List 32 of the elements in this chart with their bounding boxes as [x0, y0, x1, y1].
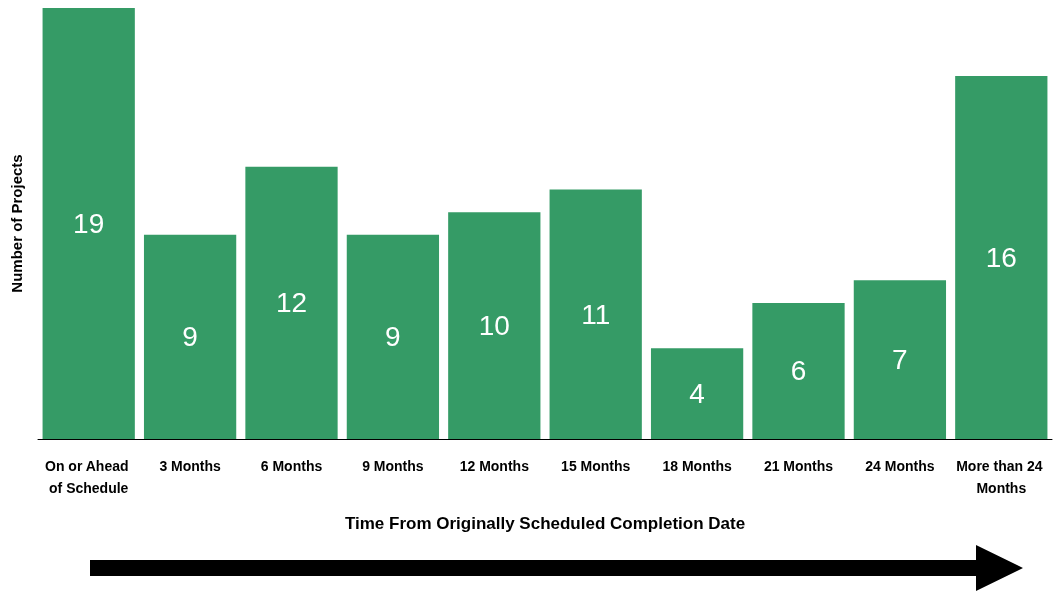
data-label: 16 — [985, 242, 1017, 274]
data-label: 10 — [478, 310, 510, 342]
data-label: 6 — [790, 355, 807, 387]
data-label: 9 — [182, 321, 198, 353]
x-tick-label: 3 Months — [159, 458, 222, 474]
x-tick-label: 6 Months — [260, 458, 323, 474]
x-tick-label: 12 Months — [459, 458, 530, 474]
data-label: 9 — [385, 321, 401, 353]
data-label: 12 — [275, 287, 308, 319]
data-label: 7 — [892, 344, 908, 376]
bar — [549, 189, 642, 439]
data-label: 4 — [689, 378, 705, 410]
bar — [752, 302, 845, 439]
data-label: 11 — [581, 298, 611, 330]
x-tick-label: On or Ahead of Schedule — [45, 458, 133, 496]
x-tick-label: 9 Months — [362, 458, 424, 474]
bar — [853, 280, 947, 439]
x-tick-label: 24 Months — [865, 458, 935, 474]
bar — [346, 234, 440, 439]
x-tick-label: 18 Months — [662, 458, 732, 474]
bar — [448, 212, 541, 439]
data-label: 19 — [73, 208, 105, 239]
bar — [42, 8, 135, 439]
x-axis-title: Time From Originally Scheduled Completion Date — [344, 514, 746, 533]
bar — [650, 348, 744, 439]
x-tick-label: 15 Months — [561, 458, 631, 474]
x-tick-label: 21 Months — [763, 458, 834, 474]
bar — [143, 234, 237, 439]
bar — [955, 76, 1048, 439]
y-axis-title: Number of Projects — [8, 154, 25, 293]
x-tick-label: More than 24 Months — [956, 458, 1047, 496]
bar — [245, 166, 338, 439]
